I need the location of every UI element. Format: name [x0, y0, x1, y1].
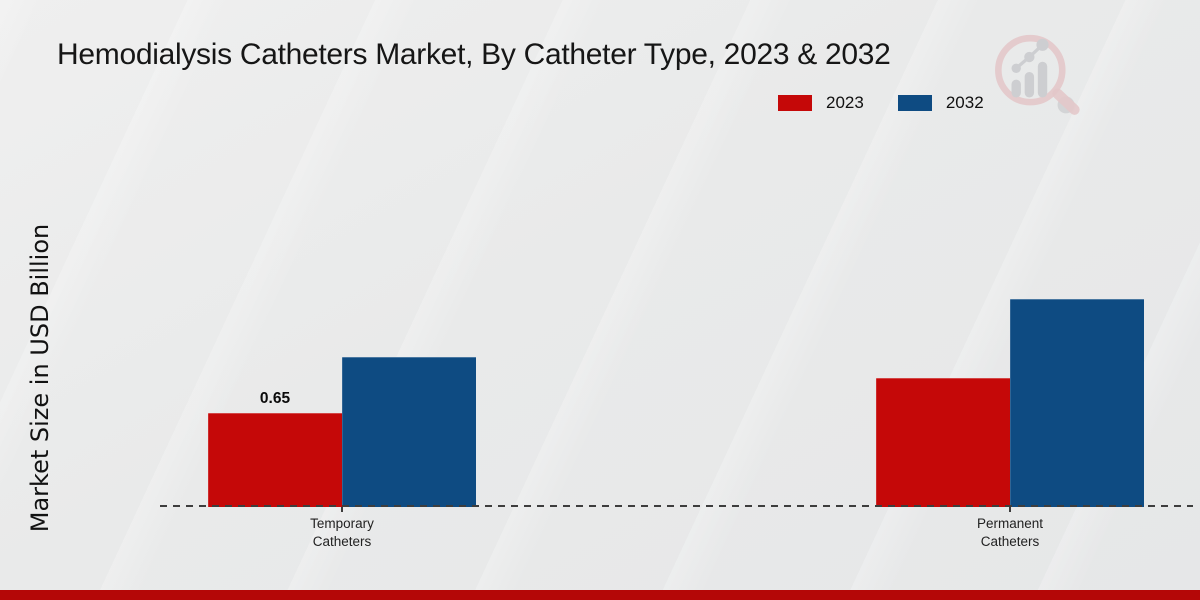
market-research-magnifier-logo	[995, 34, 1080, 115]
legend-item-2032: 2032	[897, 93, 984, 113]
legend-item-2023: 2023	[778, 93, 864, 113]
bar-2023-temporary-catheters	[208, 413, 342, 507]
category-label-temporary-catheters: Temporary Catheters	[310, 516, 374, 549]
x-tick-permanent-catheters	[1009, 507, 1011, 512]
legend-swatch-2023	[778, 95, 812, 111]
bar-value-label: 0.65	[259, 390, 291, 407]
legend-swatch-2032	[897, 95, 932, 111]
legend-label-2023: 2023	[826, 93, 864, 112]
legend-label-2032: 2032	[945, 93, 984, 112]
x-axis-baseline	[160, 505, 1193, 507]
bar-2032-permanent-catheters	[1010, 299, 1144, 507]
bottom-accent-bar	[0, 590, 1200, 600]
category-label-permanent-catheters: Permanent Catheters	[976, 516, 1044, 549]
legend: 2023 2032	[778, 93, 984, 113]
bar-2023-permanent-catheters	[876, 378, 1010, 507]
x-tick-temporary-catheters	[341, 507, 343, 512]
chart-title: Hemodialysis Catheters Market, By Cathet…	[57, 38, 891, 71]
bar-2032-temporary-catheters	[342, 357, 476, 507]
